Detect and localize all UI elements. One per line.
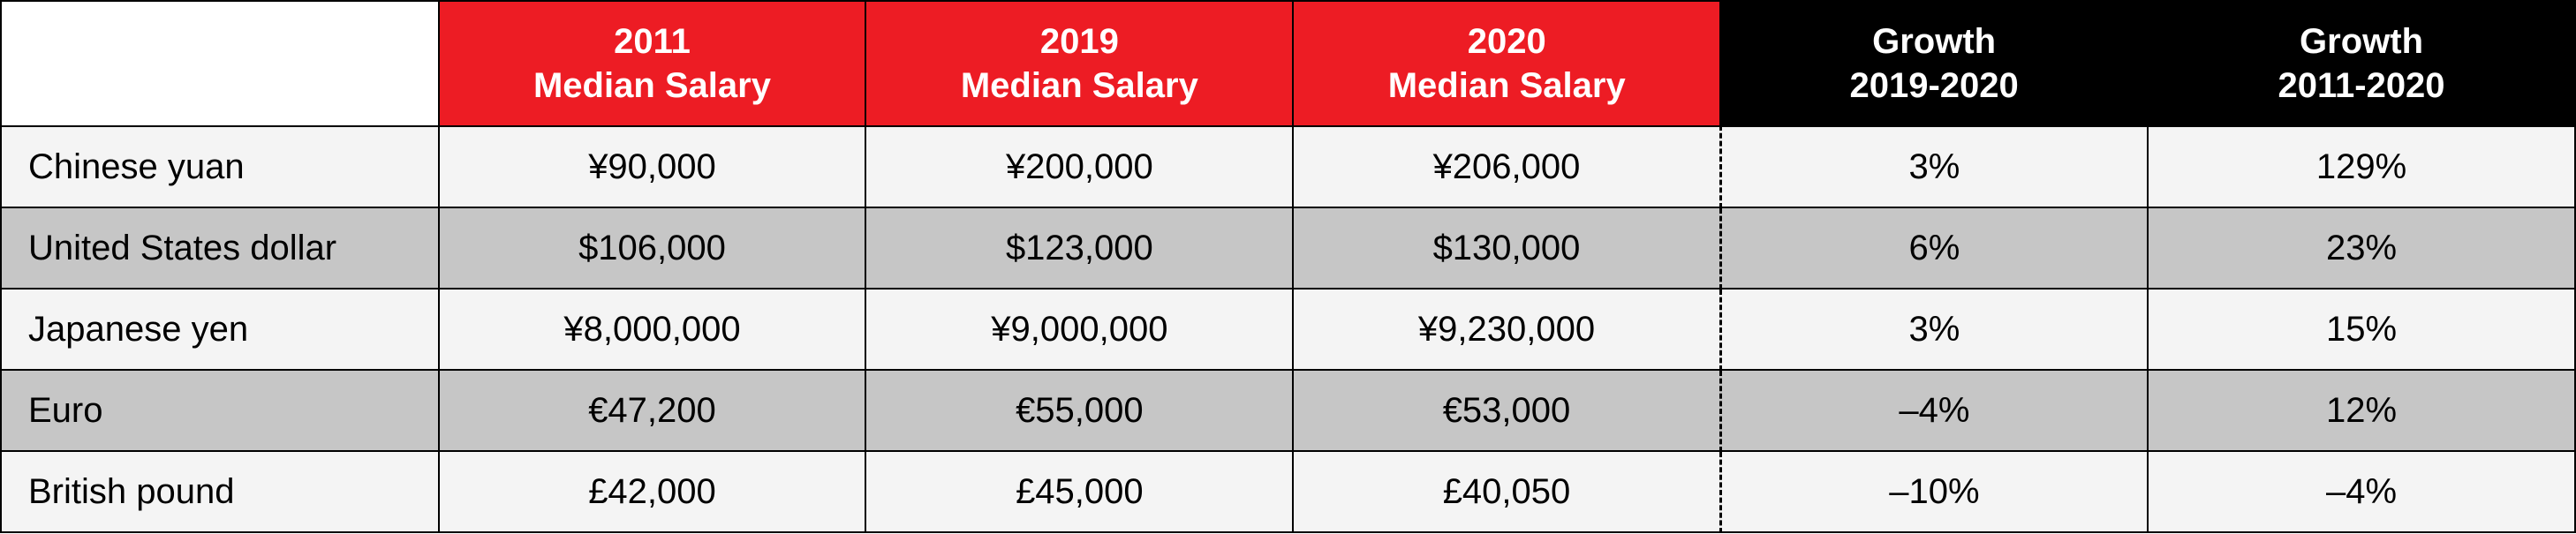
header-2011: 2011 Median Salary [439,1,866,126]
value-cell: 3% [1720,289,2148,370]
value-cell: £45,000 [865,451,1293,532]
value-cell: ¥9,000,000 [865,289,1293,370]
currency-cell: Japanese yen [1,289,439,370]
value-cell: £40,050 [1293,451,1720,532]
header-growth-1120: Growth 2011-2020 [2148,1,2575,126]
value-cell: 12% [2148,370,2575,451]
value-cell: $106,000 [439,207,866,289]
value-cell: ¥200,000 [865,126,1293,207]
currency-cell: British pound [1,451,439,532]
header-2019: 2019 Median Salary [865,1,1293,126]
header-line2: Median Salary [1388,66,1626,105]
value-cell: ¥8,000,000 [439,289,866,370]
value-cell: 23% [2148,207,2575,289]
header-line2: Median Salary [533,66,771,105]
table-row: United States dollar $106,000 $123,000 $… [1,207,2575,289]
table-row: Chinese yuan ¥90,000 ¥200,000 ¥206,000 3… [1,126,2575,207]
header-line2: 2019-2020 [1849,66,2018,105]
value-cell: €55,000 [865,370,1293,451]
table-header: 2011 Median Salary 2019 Median Salary 20… [1,1,2575,126]
table-body: Chinese yuan ¥90,000 ¥200,000 ¥206,000 3… [1,126,2575,532]
header-line1: Growth [1872,22,1996,61]
value-cell: –4% [1720,370,2148,451]
table-row: Japanese yen ¥8,000,000 ¥9,000,000 ¥9,23… [1,289,2575,370]
value-cell: ¥90,000 [439,126,866,207]
header-blank [1,1,439,126]
header-line1: 2020 [1468,22,1546,61]
value-cell: £42,000 [439,451,866,532]
value-cell: $123,000 [865,207,1293,289]
value-cell: –4% [2148,451,2575,532]
value-cell: –10% [1720,451,2148,532]
currency-cell: Euro [1,370,439,451]
header-row: 2011 Median Salary 2019 Median Salary 20… [1,1,2575,126]
value-cell: 129% [2148,126,2575,207]
value-cell: €47,200 [439,370,866,451]
header-2020: 2020 Median Salary [1293,1,1720,126]
value-cell: 6% [1720,207,2148,289]
salary-table: 2011 Median Salary 2019 Median Salary 20… [0,0,2576,533]
table-row: British pound £42,000 £45,000 £40,050 –1… [1,451,2575,532]
header-line1: Growth [2300,22,2423,61]
header-line2: Median Salary [961,66,1198,105]
header-line1: 2011 [614,22,691,61]
value-cell: ¥206,000 [1293,126,1720,207]
currency-cell: Chinese yuan [1,126,439,207]
value-cell: ¥9,230,000 [1293,289,1720,370]
value-cell: 15% [2148,289,2575,370]
currency-cell: United States dollar [1,207,439,289]
value-cell: $130,000 [1293,207,1720,289]
header-line1: 2019 [1040,22,1119,61]
value-cell: €53,000 [1293,370,1720,451]
header-line2: 2011-2020 [2278,66,2444,105]
header-growth-1920: Growth 2019-2020 [1720,1,2148,126]
table-row: Euro €47,200 €55,000 €53,000 –4% 12% [1,370,2575,451]
value-cell: 3% [1720,126,2148,207]
salary-table-container: 2011 Median Salary 2019 Median Salary 20… [0,0,2576,533]
